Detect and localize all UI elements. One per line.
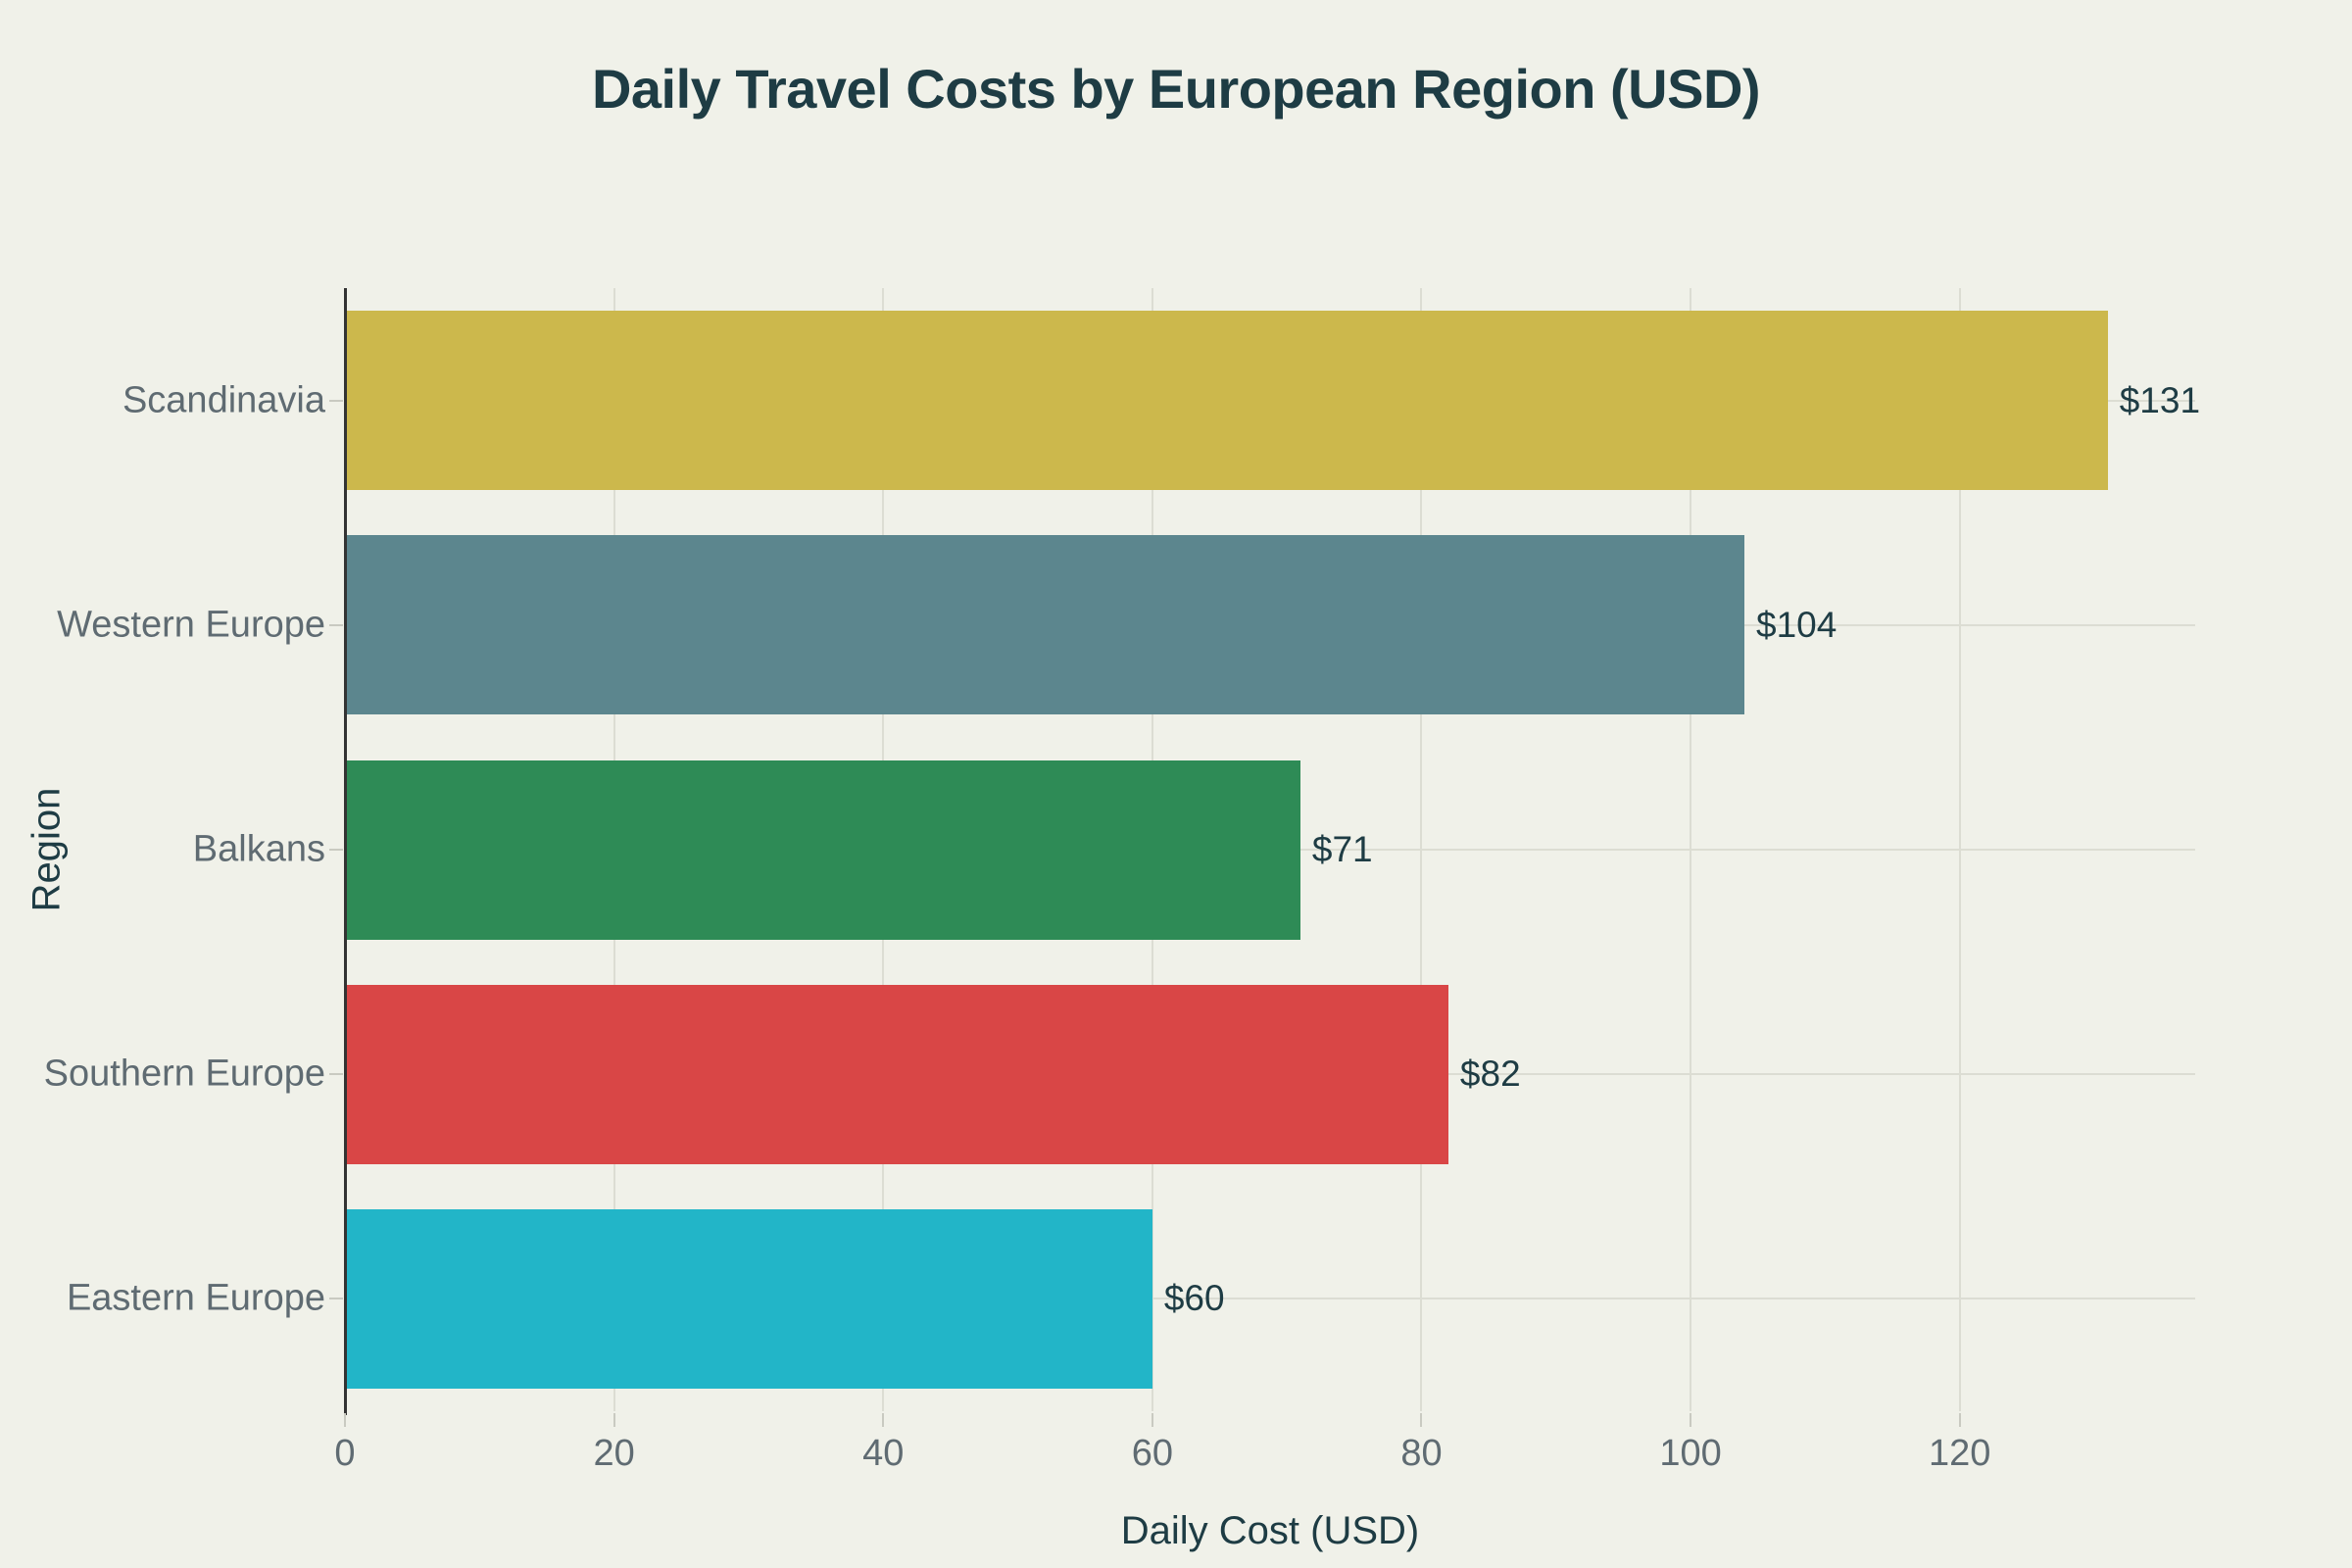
x-tick-label-40: 40 <box>862 1433 905 1474</box>
bar-value-label-eastern-europe: $60 <box>1163 1278 1225 1319</box>
x-tick-label-80: 80 <box>1400 1433 1443 1474</box>
bar-eastern-europe <box>345 1208 1152 1389</box>
y-tick-mark-western-europe <box>329 623 343 626</box>
bar-value-label-western-europe: $104 <box>1756 604 1838 645</box>
x-tick-label-60: 60 <box>1131 1433 1173 1474</box>
x-axis-title: Daily Cost (USD) <box>1120 1509 1420 1552</box>
y-tick-mark-eastern-europe <box>329 1298 343 1300</box>
x-tick-mark-80 <box>1420 1413 1423 1427</box>
bar-western-europe <box>345 535 1744 715</box>
bar-balkans <box>345 760 1300 940</box>
x-tick-mark-60 <box>1151 1413 1153 1427</box>
x-tick-mark-120 <box>1958 1413 1961 1427</box>
bar-scandinavia <box>345 311 2108 491</box>
x-tick-mark-40 <box>882 1413 885 1427</box>
bar-value-label-balkans: $71 <box>1311 829 1373 869</box>
y-tick-mark-southern-europe <box>329 1073 343 1076</box>
x-tick-mark-0 <box>344 1413 346 1427</box>
bar-value-label-scandinavia: $131 <box>2119 379 2201 420</box>
plot-area: $131 $104 $71 $82 $60 <box>345 288 2200 1411</box>
y-axis-line <box>344 288 347 1415</box>
y-tick-label-eastern-europe: Eastern Europe <box>66 1277 325 1319</box>
horizontal-gridline-eastern-europe <box>345 1298 2195 1300</box>
x-tick-label-120: 120 <box>1929 1433 1991 1474</box>
bar-southern-europe <box>345 984 1448 1164</box>
y-tick-label-balkans: Balkans <box>192 828 325 870</box>
x-tick-mark-100 <box>1690 1413 1692 1427</box>
x-tick-label-0: 0 <box>334 1433 356 1474</box>
x-tick-mark-20 <box>612 1413 615 1427</box>
y-tick-mark-scandinavia <box>329 399 343 402</box>
y-tick-mark-balkans <box>329 849 343 851</box>
y-tick-label-western-europe: Western Europe <box>57 604 325 646</box>
chart-title: Daily Travel Costs by European Region (U… <box>591 58 1761 120</box>
bar-value-label-southern-europe: $82 <box>1459 1054 1521 1095</box>
y-tick-label-southern-europe: Southern Europe <box>43 1053 325 1095</box>
x-tick-label-20: 20 <box>593 1433 635 1474</box>
y-tick-label-scandinavia: Scandinavia <box>122 379 325 421</box>
x-tick-label-100: 100 <box>1659 1433 1722 1474</box>
